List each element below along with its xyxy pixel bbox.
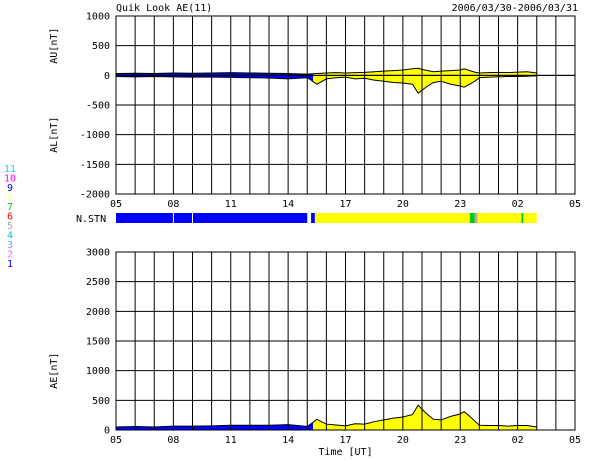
y-tick-label: 500	[92, 41, 110, 52]
legend-station-number: 1	[7, 259, 13, 270]
nstn-segment	[116, 213, 174, 223]
nstn-segment	[469, 213, 475, 223]
x-tick-label: 02	[512, 199, 524, 210]
ae-active-area	[312, 405, 537, 430]
x-axis-label: Time [UT]	[318, 447, 372, 458]
nstn-segment	[314, 213, 470, 223]
plot-frame	[115, 15, 576, 195]
y-tick-label: -2000	[80, 190, 110, 201]
legend-station-number: 4	[7, 231, 13, 242]
legend-station-number: 3	[7, 240, 13, 251]
y-tick-label: 500	[92, 396, 110, 407]
x-tick-label: 14	[282, 435, 294, 446]
legend-station-number: 8	[7, 193, 13, 204]
y-tick-label: 2500	[86, 277, 110, 288]
x-tick-label: 08	[167, 435, 179, 446]
nstn-segment	[523, 213, 537, 223]
station-count-bar: N.STN	[76, 213, 537, 225]
y-tick-label: 2000	[86, 307, 110, 318]
x-tick-label: 05	[569, 199, 581, 210]
nstn-segment	[192, 213, 308, 223]
x-tick-label: 17	[339, 199, 351, 210]
nstn-segment	[477, 213, 522, 223]
nstn-segment	[521, 213, 524, 223]
y-tick-label: 0	[104, 426, 110, 437]
legend-station-number: 10	[4, 174, 16, 185]
al-active-area	[312, 75, 537, 94]
x-tick-label: 11	[225, 435, 237, 446]
x-tick-label: 14	[282, 199, 294, 210]
x-tick-label: 05	[110, 199, 122, 210]
y-tick-label: 3000	[86, 248, 110, 259]
y-tick-label: -1000	[80, 130, 110, 141]
x-tick-label: 05	[569, 435, 581, 446]
y-axis-label-al: AL[nT]	[49, 117, 60, 153]
figure-title: Quik Look AE(11)	[116, 3, 212, 14]
y-axis-label-ae: AE[nT]	[49, 353, 60, 389]
y-tick-label: 1500	[86, 337, 110, 348]
x-tick-label: 02	[512, 435, 524, 446]
legend-station-number: 6	[7, 212, 13, 223]
legend-station-number: 7	[7, 202, 13, 213]
au-active-area	[312, 68, 537, 76]
x-tick-label: 23	[454, 435, 466, 446]
legend-station-number: 9	[7, 183, 13, 194]
y-axis-label-au: AU[nT]	[49, 28, 60, 64]
y-tick-label: 0	[104, 71, 110, 82]
y-tick-label: -500	[86, 101, 110, 112]
x-tick-label: 20	[397, 435, 409, 446]
x-tick-label: 08	[167, 199, 179, 210]
legend-station-number: 2	[7, 250, 13, 261]
plot-frame	[115, 251, 576, 431]
x-tick-label: 11	[225, 199, 237, 210]
legend-station-number: 5	[7, 221, 13, 232]
date-range: 2006/03/30-2006/03/31	[452, 3, 578, 14]
x-tick-label: 17	[339, 435, 351, 446]
nstn-segment	[311, 213, 315, 223]
legend-station-number: 11	[4, 164, 16, 175]
nstn-label: N.STN	[76, 214, 106, 225]
nstn-segment	[474, 213, 478, 223]
x-tick-label: 23	[454, 199, 466, 210]
al-quiet-area	[116, 75, 313, 82]
y-tick-label: 1000	[86, 12, 110, 23]
x-tick-label: 05	[110, 435, 122, 446]
y-tick-label: 1000	[86, 366, 110, 377]
nstn-segment	[173, 213, 193, 223]
y-tick-label: -1500	[80, 160, 110, 171]
x-tick-label: 20	[397, 199, 409, 210]
